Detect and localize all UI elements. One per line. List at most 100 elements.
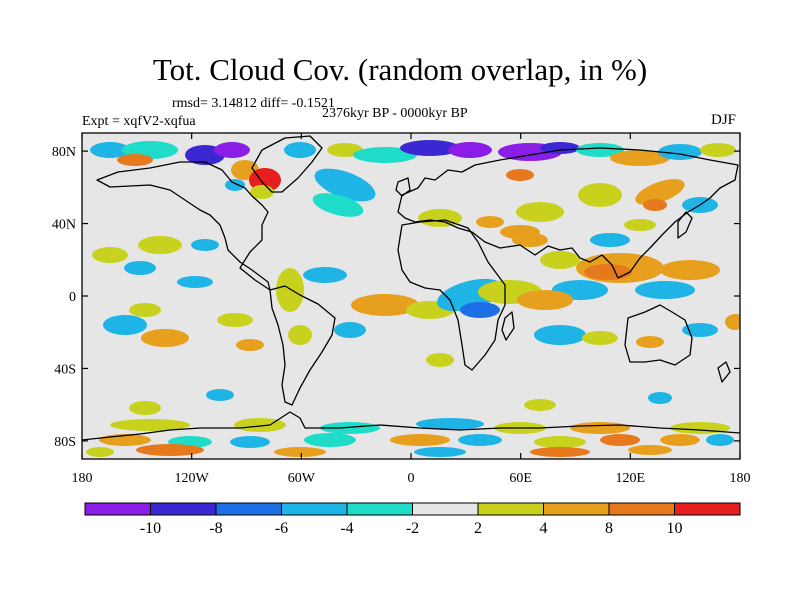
anomaly-region xyxy=(334,322,366,338)
anomaly-region xyxy=(540,142,580,154)
anomaly-region xyxy=(304,433,356,447)
anomaly-region xyxy=(274,447,326,457)
colorbar-label: -2 xyxy=(406,520,419,537)
anomaly-region xyxy=(303,267,347,283)
coast-australia xyxy=(624,304,693,366)
period-label: 2376kyr BP - 0000kyr BP xyxy=(322,106,468,121)
anomaly-region xyxy=(524,399,556,411)
anomaly-region xyxy=(643,199,667,211)
anomaly-region xyxy=(284,142,316,158)
colorbar-swatch xyxy=(543,502,610,516)
colorbar-swatch xyxy=(150,502,217,516)
anomaly-region xyxy=(124,261,156,275)
coast-eurasia xyxy=(397,147,739,279)
anomaly-region xyxy=(236,339,264,351)
cloud-anomaly-field xyxy=(86,140,740,457)
colorbar-swatch xyxy=(281,502,348,516)
anomaly-region xyxy=(276,268,304,312)
anomaly-region xyxy=(288,325,312,345)
anomaly-region xyxy=(214,142,250,158)
colorbar-swatch xyxy=(215,502,282,516)
anomaly-region xyxy=(110,419,190,431)
anomaly-region xyxy=(177,276,213,288)
anomaly-region xyxy=(624,219,656,231)
x-tick-label: 180 xyxy=(730,471,751,486)
anomaly-region xyxy=(230,436,270,448)
colorbar-label: -8 xyxy=(209,520,222,537)
anomaly-region xyxy=(636,336,664,348)
coast-new-zealand xyxy=(717,361,731,383)
anomaly-region xyxy=(191,239,219,251)
map-background xyxy=(82,133,740,459)
coast-uk xyxy=(395,177,411,197)
anomaly-region xyxy=(206,389,234,401)
y-axis-ticks: 80N 40N 0 40S 80S xyxy=(52,145,740,450)
anomaly-region xyxy=(138,236,182,254)
colorbar-swatch xyxy=(674,502,741,516)
colorbar-label: -6 xyxy=(275,520,288,537)
anomaly-region xyxy=(448,142,492,158)
anomaly-region xyxy=(426,353,454,367)
anomaly-region xyxy=(320,422,380,434)
anomaly-region xyxy=(590,233,630,247)
anomaly-region xyxy=(416,418,484,430)
coast-africa xyxy=(397,219,506,371)
colorbar-swatch xyxy=(346,502,413,516)
y-tick-label: 40S xyxy=(54,362,76,377)
x-axis-ticks: 180 120W 60W 0 60E 120E 180 xyxy=(72,133,751,486)
anomaly-region xyxy=(725,314,740,330)
season-label: DJF xyxy=(711,112,737,128)
coast-north-america xyxy=(96,161,271,291)
stats-label: rmsd= 3.14812 diff= -0.1521 xyxy=(172,96,335,111)
anomaly-region xyxy=(534,436,586,448)
anomaly-region xyxy=(648,392,672,404)
anomaly-region xyxy=(103,315,147,335)
anomaly-region xyxy=(234,418,286,432)
y-tick-label: 80N xyxy=(52,145,76,160)
y-tick-label: 80S xyxy=(54,435,76,450)
anomaly-region xyxy=(516,202,564,222)
anomaly-region xyxy=(582,331,618,345)
colorbar-swatch xyxy=(412,502,479,516)
anomaly-region xyxy=(414,447,466,457)
anomaly-region xyxy=(706,434,734,446)
anomaly-region xyxy=(610,150,670,166)
anomaly-region xyxy=(635,179,685,205)
anomaly-region xyxy=(353,147,417,163)
anomaly-region xyxy=(530,447,590,457)
anomaly-region xyxy=(534,325,586,345)
anomaly-region xyxy=(628,445,672,455)
anomaly-region xyxy=(136,444,204,456)
anomaly-region xyxy=(460,302,500,318)
colorbar-swatch xyxy=(84,502,151,516)
colorbar-swatch xyxy=(608,502,675,516)
colorbar-label: 4 xyxy=(540,520,548,537)
anomaly-region xyxy=(600,434,640,446)
x-tick-label: 180 xyxy=(72,471,93,486)
colorbar-swatch xyxy=(477,502,544,516)
experiment-label: Expt = xqfV2-xqfua xyxy=(82,114,196,129)
anomaly-region xyxy=(540,251,580,269)
anomaly-region xyxy=(682,323,718,337)
anomaly-region xyxy=(129,401,161,415)
anomaly-region xyxy=(512,233,548,247)
colorbar-label: -10 xyxy=(140,520,161,537)
anomaly-region xyxy=(570,422,630,434)
coastlines xyxy=(82,135,740,441)
x-tick-label: 120E xyxy=(616,471,646,486)
y-tick-label: 40N xyxy=(52,218,76,233)
x-tick-label: 60W xyxy=(288,471,316,486)
colorbar-label: 8 xyxy=(605,520,613,537)
y-tick-label: 0 xyxy=(69,290,76,305)
x-tick-label: 120W xyxy=(175,471,210,486)
anomaly-region xyxy=(635,281,695,299)
map-plot-area xyxy=(81,132,741,460)
anomaly-region xyxy=(141,329,189,347)
anomaly-region xyxy=(314,168,376,202)
coast-south-america xyxy=(269,285,336,406)
x-tick-label: 0 xyxy=(408,471,415,486)
anomaly-region xyxy=(517,290,573,310)
anomaly-region xyxy=(129,303,161,317)
anomaly-region xyxy=(458,434,502,446)
anomaly-region xyxy=(217,313,253,327)
